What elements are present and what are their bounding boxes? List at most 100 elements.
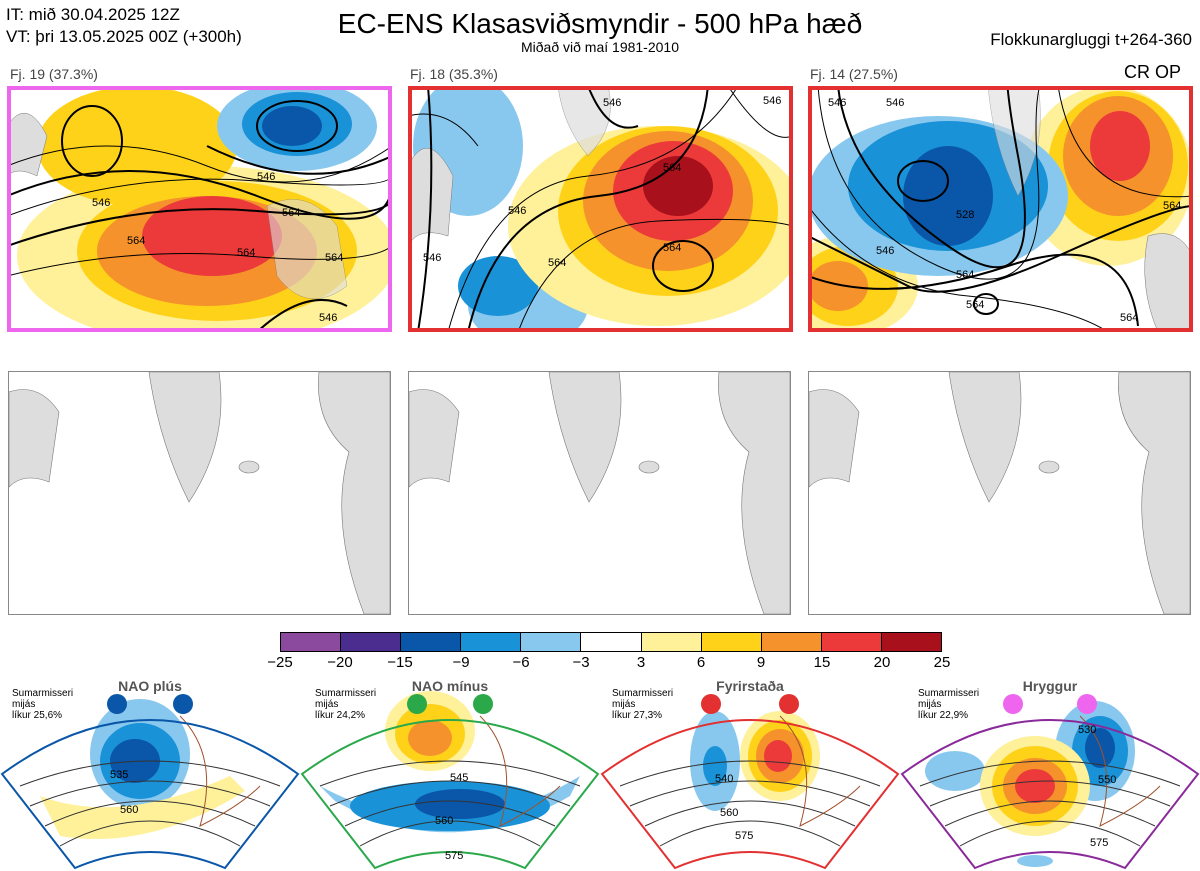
regime-blocking-marker — [779, 694, 799, 714]
regime-probability: líkur 22,9% — [918, 710, 969, 721]
regime-nao-minus-marker — [407, 694, 427, 714]
cluster-1-contour-label: 564 — [127, 235, 145, 247]
cluster-2-contour-label: 546 — [423, 252, 441, 264]
cluster-3-contour-label: 564 — [966, 299, 984, 311]
cluster-3-label: Fj. 14 (27.5%) — [810, 66, 898, 82]
cluster-3-frame — [808, 86, 1193, 332]
regime-contour-label: 535 — [110, 769, 128, 781]
colorbar-tick: 6 — [696, 654, 706, 671]
regime-blocking: Sumarmisseri mijás líkur 27,3% Fyrirstað… — [600, 676, 900, 871]
regime-nao-plus-title: NAO plús — [118, 678, 182, 694]
colorbar-segment — [821, 633, 882, 651]
regime-ridge-info: Sumarmisseri mijás líkur 22,9% — [918, 688, 979, 721]
regime-nao-plus-marker — [173, 694, 193, 714]
cluster-2-contour-label: 546 — [763, 95, 781, 107]
regime-season: Sumarmisseri — [918, 688, 980, 699]
regime-nao-minus-marker — [473, 694, 493, 714]
regime-nao-plus-info: Sumarmisseri mijás líkur 25,6% — [12, 688, 73, 721]
cluster-2-map: 546 546 546 564 564 546 564 — [408, 86, 793, 332]
colorbar-segment — [581, 633, 642, 651]
colorbar-tick: −20 — [327, 654, 353, 671]
regime-contour-label: 560 — [720, 807, 738, 819]
regime-contour-label: 575 — [1090, 837, 1108, 849]
cluster-2-contour-label: 564 — [663, 162, 681, 174]
regime-line2: mijás — [12, 699, 36, 710]
regime-contour-label: 560 — [120, 804, 138, 816]
regime-probability: líkur 24,2% — [315, 710, 366, 721]
regime-ridge-marker — [1003, 694, 1023, 714]
regime-ridge-marker — [1077, 694, 1097, 714]
header-run-info: IT: mið 30.04.2025 12Z VT: þri 13.05.202… — [6, 4, 242, 48]
cluster-2-label: Fj. 18 (35.3%) — [410, 66, 498, 82]
cluster-3-contour-label: 564 — [956, 269, 974, 281]
cluster-3-contour-label: 546 — [876, 245, 894, 257]
cluster-3-contour-label: 564 — [1120, 312, 1138, 324]
colorbar-segment — [521, 633, 582, 651]
regime-probability: líkur 25,6% — [12, 710, 63, 721]
regime-contour-label: 545 — [450, 772, 468, 784]
regime-nao-minus-info: Sumarmisseri mijás líkur 24,2% — [315, 688, 376, 721]
regime-probability: líkur 27,3% — [612, 710, 663, 721]
cluster-2-contour-label: 564 — [663, 242, 681, 254]
cr-op-label: CR OP — [1124, 62, 1182, 82]
regime-nao-minus-frame — [300, 719, 600, 870]
colorbar-tick: −3 — [572, 654, 590, 671]
colorbar-tick: −15 — [387, 654, 413, 671]
regime-blocking-info: Sumarmisseri mijás líkur 27,3% — [612, 688, 673, 721]
cluster-2-contour-label: 564 — [548, 257, 566, 269]
cluster-2-frame — [408, 86, 793, 332]
cluster-1-contour-label: 546 — [92, 197, 110, 209]
regime-season: Sumarmisseri — [12, 688, 74, 699]
cluster-3-contour-label: 564 — [1163, 200, 1181, 212]
colorbar-segment — [401, 633, 462, 651]
regime-contour-label: 560 — [435, 815, 453, 827]
empty-map-2 — [408, 371, 791, 615]
regime-nao-plus: Sumarmisseri mijás líkur 25,6% NAO plús … — [0, 676, 300, 871]
cluster-1-frame — [7, 86, 392, 332]
regime-nao-plus-marker — [107, 694, 127, 714]
regime-contour-label: 550 — [1098, 774, 1116, 786]
colorbar-tick: 25 — [933, 654, 951, 671]
cluster-3-contour-label: 528 — [956, 209, 974, 221]
cluster-1-map: 546 546 564 564 564 564 546 — [7, 86, 392, 332]
regime-line2: mijás — [918, 699, 942, 710]
regime-line2: mijás — [315, 699, 339, 710]
colorbar-tick: 15 — [813, 654, 831, 671]
cluster-1-contour-label: 564 — [325, 252, 343, 264]
colorbar-segment — [281, 633, 342, 651]
colorbar-tick: −25 — [267, 654, 293, 671]
empty-map-3 — [808, 371, 1191, 615]
regime-line2: mijás — [612, 699, 636, 710]
regime-ridge-title: Hryggur — [1022, 678, 1078, 694]
classification-window: Flokkunargluggi t+264-360 — [990, 30, 1192, 49]
regime-nao-minus: Sumarmisseri mijás líkur 24,2% NAO mínus… — [300, 676, 600, 871]
init-time: IT: mið 30.04.2025 12Z — [6, 5, 180, 24]
colorbar-tick: 3 — [636, 654, 646, 671]
regime-blocking-marker — [701, 694, 721, 714]
regime-contour-label: 575 — [445, 850, 463, 862]
colorbar-segment — [341, 633, 402, 651]
cluster-2-contour-label: 546 — [508, 205, 526, 217]
colorbar-tick: −6 — [512, 654, 530, 671]
regime-nao-minus-title: NAO mínus — [411, 678, 489, 694]
cluster-3-contour-label: 546 — [886, 97, 904, 109]
regime-blocking-frame — [600, 719, 900, 870]
cluster-1-contour-label: 564 — [282, 207, 300, 219]
regime-contour-label: 530 — [1078, 724, 1096, 736]
anomaly-colorbar — [280, 632, 942, 652]
cluster-2-contour-label: 546 — [603, 97, 621, 109]
colorbar-segment — [461, 633, 522, 651]
cluster-1-contour-label: 564 — [237, 247, 255, 259]
regime-blocking-title: Fyrirstaða — [716, 678, 784, 694]
regime-season: Sumarmisseri — [315, 688, 377, 699]
page-title: EC-ENS Klasasviðsmyndir - 500 hPa hæð — [337, 8, 863, 39]
empty-map-1 — [8, 371, 391, 615]
regime-season: Sumarmisseri — [612, 688, 674, 699]
regime-nao-plus-frame — [0, 719, 300, 870]
cluster-3-map: 546 546 528 546 564 564 564 564 — [808, 86, 1193, 332]
cluster-3-contour-label: 546 — [828, 97, 846, 109]
colorbar-segment — [761, 633, 822, 651]
regime-contour-label: 575 — [735, 830, 753, 842]
cluster-1-contour-label: 546 — [257, 171, 275, 183]
colorbar-segment — [641, 633, 702, 651]
